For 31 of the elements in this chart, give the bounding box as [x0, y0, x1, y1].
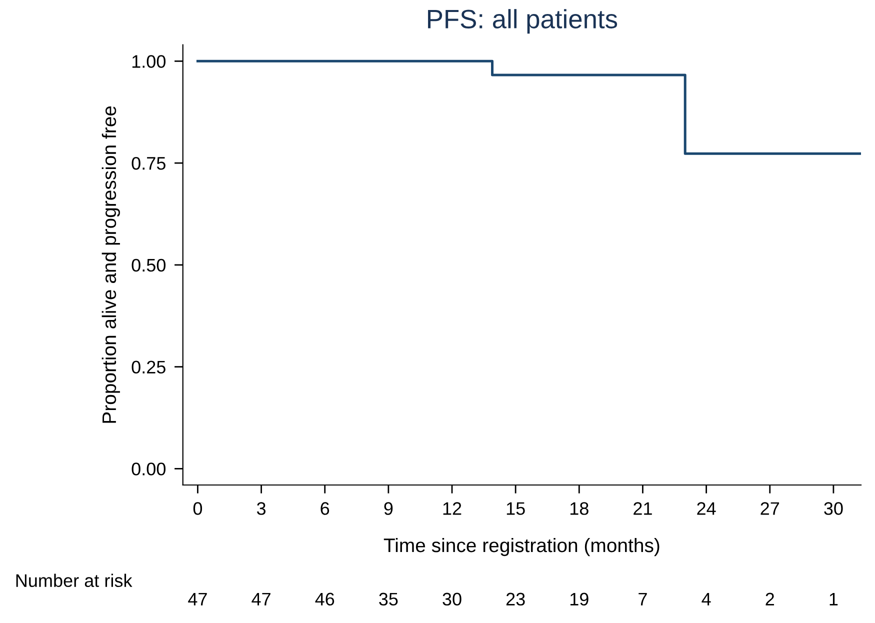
y-tick-label: 0.50: [132, 258, 166, 272]
text: 35: [379, 592, 398, 606]
x-tick-label: 21: [634, 502, 652, 515]
text: 4: [702, 592, 711, 606]
text: 2: [766, 592, 774, 606]
x-tick-label: 15: [506, 502, 525, 515]
y-axis-title: Proportion alive and progression free: [102, 106, 120, 423]
x-tick-label: 9: [384, 502, 393, 515]
text: 46: [315, 592, 334, 606]
x-tick-label: 3: [256, 502, 266, 515]
text: 23: [506, 592, 525, 606]
y-tick-label: 1.00: [132, 55, 166, 68]
text: 7: [638, 592, 647, 606]
x-tick-label: 30: [824, 502, 843, 515]
text: 47: [252, 592, 270, 606]
text: Number at risk: [16, 574, 132, 588]
text: 19: [570, 592, 588, 606]
text: 47: [188, 592, 207, 606]
x-tick-label: 6: [320, 502, 330, 515]
chart-title: PFS: all patients: [428, 9, 618, 34]
x-tick-label: 12: [443, 502, 462, 515]
x-tick-label: 27: [760, 502, 780, 515]
x-tick-label: 18: [570, 502, 588, 515]
y-tick-label: 0.25: [132, 360, 166, 374]
y-tick-label: 0.75: [132, 156, 166, 170]
y-tick-label: 0.00: [132, 462, 166, 476]
text: 1: [830, 592, 838, 606]
text: 30: [442, 592, 462, 606]
x-tick-label: 0: [193, 502, 202, 515]
x-axis-title: Time since registration (months): [384, 538, 660, 556]
x-tick-label: 24: [697, 502, 716, 515]
